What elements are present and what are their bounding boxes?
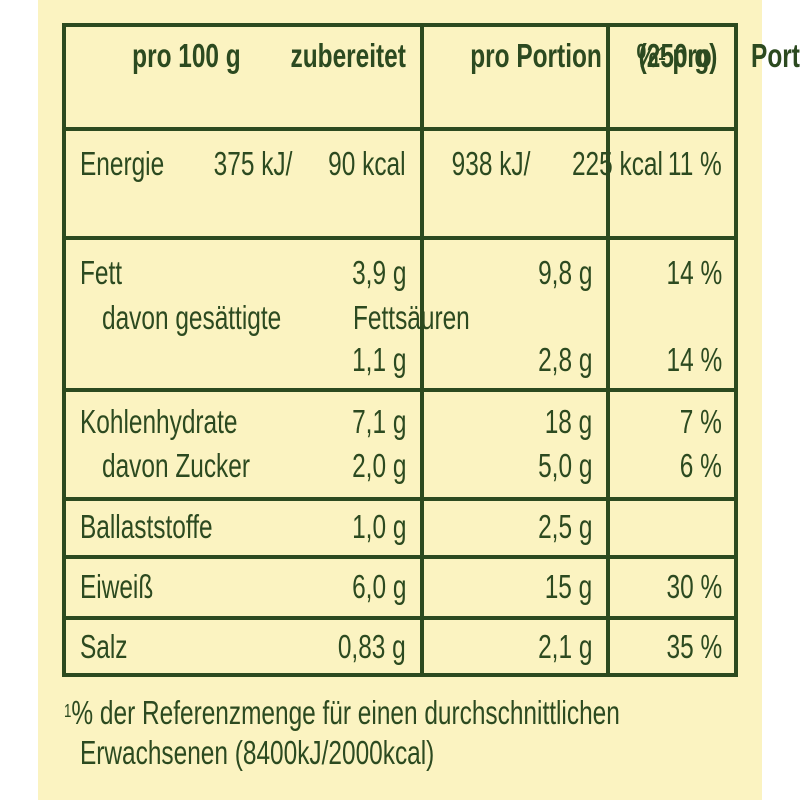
percent-sign: %	[636, 37, 659, 74]
fett-portion: 9,8 g	[424, 252, 592, 294]
header-text: pro Portion	[470, 37, 602, 74]
ballaststoffe-per100: 1,0 g	[66, 506, 406, 548]
footnote-text: % der Referenzmenge für einen durchschni…	[71, 694, 620, 731]
footnote-marker: 1	[64, 701, 72, 721]
fettsaeuren-portion: 2,8 g	[424, 339, 592, 381]
row-label-salz: Salz	[80, 626, 144, 668]
value-text: 0,83 g	[338, 628, 406, 665]
label-panel	[38, 0, 762, 800]
row-label-ballaststoffe: Ballaststoffe	[80, 506, 259, 548]
label-text: Kohlenhydrate	[80, 403, 238, 440]
fett-pct: 14 %	[610, 252, 722, 294]
row-divider	[62, 388, 738, 392]
footnote-marker: 1	[658, 44, 666, 64]
value-text: 30 %	[666, 568, 722, 605]
value-text: 15 g	[544, 568, 592, 605]
label-text: Salz	[80, 628, 128, 665]
row-label-eiweiss: Eiweiß	[80, 566, 179, 608]
value-text: 7 %	[679, 403, 722, 440]
header-text: zubereitet	[290, 37, 406, 74]
energie-portion: 938 kJ/ 225 kcal	[424, 143, 663, 185]
label-text: Fett	[80, 254, 123, 291]
value-text: 1,0 g	[351, 508, 406, 545]
label-text: Eiweiß	[80, 568, 154, 605]
zucker-per100: 2,0 g	[66, 445, 406, 487]
kohlenhydrate-portion: 18 g	[424, 401, 592, 443]
label-text: davon Zucker	[102, 447, 250, 484]
energie-per100: 375 kJ/ 90 kcal	[66, 143, 406, 185]
footnote-line-2: Erwachsenen (8400kJ/2000kcal)	[80, 733, 559, 773]
value-text: 2,1 g	[537, 628, 592, 665]
zucker-pct: 6 %	[610, 445, 722, 487]
eiweiss-pct: 30 %	[610, 566, 722, 608]
row-divider	[62, 497, 738, 501]
ballaststoffe-portion: 2,5 g	[424, 506, 592, 548]
header-text: pro 100 g	[132, 37, 241, 74]
footnote-text: Erwachsenen (8400kJ/2000kcal)	[80, 734, 435, 771]
kohlenhydrate-pct: 7 %	[610, 401, 722, 443]
row-label-energie: Energie	[80, 143, 194, 185]
row-label-fett: Fett	[80, 252, 137, 294]
label-text: davon gesättigte	[102, 299, 282, 336]
value-text: 35 %	[666, 628, 722, 665]
salz-per100: 0,83 g	[66, 626, 406, 668]
value-text: 11 %	[668, 145, 722, 182]
nutrition-table	[62, 23, 738, 677]
header-percent-portion: %1 pro Portion	[610, 36, 800, 76]
row-label-fettsaeuren: davon gesättigte Fettsäuren	[102, 297, 511, 339]
energie-pct: 11 %	[610, 143, 722, 185]
kohlenhydrate-per100: 7,1 g	[66, 401, 406, 443]
value-text: 14 %	[666, 341, 722, 378]
value-text: 1,1 g	[351, 341, 406, 378]
value-text: 9,8 g	[537, 254, 592, 291]
header-text: %1 pro	[636, 36, 711, 76]
value-text: 6,0 g	[351, 568, 406, 605]
value-text: 2,5 g	[537, 508, 592, 545]
header-text: pro	[665, 37, 712, 74]
row-label-kohlenhydrate: Kohlenhydrate	[80, 401, 293, 443]
ballaststoffe-pct	[610, 506, 722, 548]
header-text: Portion	[750, 37, 800, 74]
value-text: 5,0 g	[537, 447, 592, 484]
value-text: 90 kcal	[328, 145, 406, 182]
header-divider	[62, 127, 738, 131]
header-per-100g: pro 100 g zubereitet	[66, 36, 406, 76]
value-text: 375 kJ/	[213, 145, 293, 182]
footnote-line-1: 1% der Referenzmenge für einen durchschn…	[64, 693, 800, 733]
row-divider	[62, 616, 738, 620]
eiweiss-per100: 6,0 g	[66, 566, 406, 608]
value-text: 2,0 g	[351, 447, 406, 484]
value-text: 2,8 g	[537, 341, 592, 378]
label-text: Energie	[80, 145, 165, 182]
eiweiss-portion: 15 g	[424, 566, 592, 608]
value-text: 18 g	[544, 403, 592, 440]
value-text: 225 kcal	[571, 145, 663, 182]
label-text: Ballaststoffe	[80, 508, 213, 545]
salz-portion: 2,1 g	[424, 626, 592, 668]
row-divider	[62, 236, 738, 240]
label-text: Fettsäuren	[353, 299, 471, 336]
header-per-portion: pro Portion (250 g)	[424, 36, 717, 76]
zucker-portion: 5,0 g	[424, 445, 592, 487]
column-divider	[420, 23, 424, 677]
value-text: 6 %	[679, 447, 722, 484]
value-text: 3,9 g	[351, 254, 406, 291]
header-text: (250 g)	[638, 37, 718, 74]
column-divider	[606, 23, 610, 677]
row-divider	[62, 555, 738, 559]
fett-per100: 3,9 g	[66, 252, 406, 294]
value-text: 7,1 g	[351, 403, 406, 440]
row-label-zucker: davon Zucker	[102, 445, 302, 487]
fettsaeuren-pct: 14 %	[610, 339, 722, 381]
value-text: 938 kJ/	[451, 145, 531, 182]
value-text: 14 %	[666, 254, 722, 291]
fettsaeuren-per100: 1,1 g	[66, 339, 406, 381]
salz-pct: 35 %	[610, 626, 722, 668]
